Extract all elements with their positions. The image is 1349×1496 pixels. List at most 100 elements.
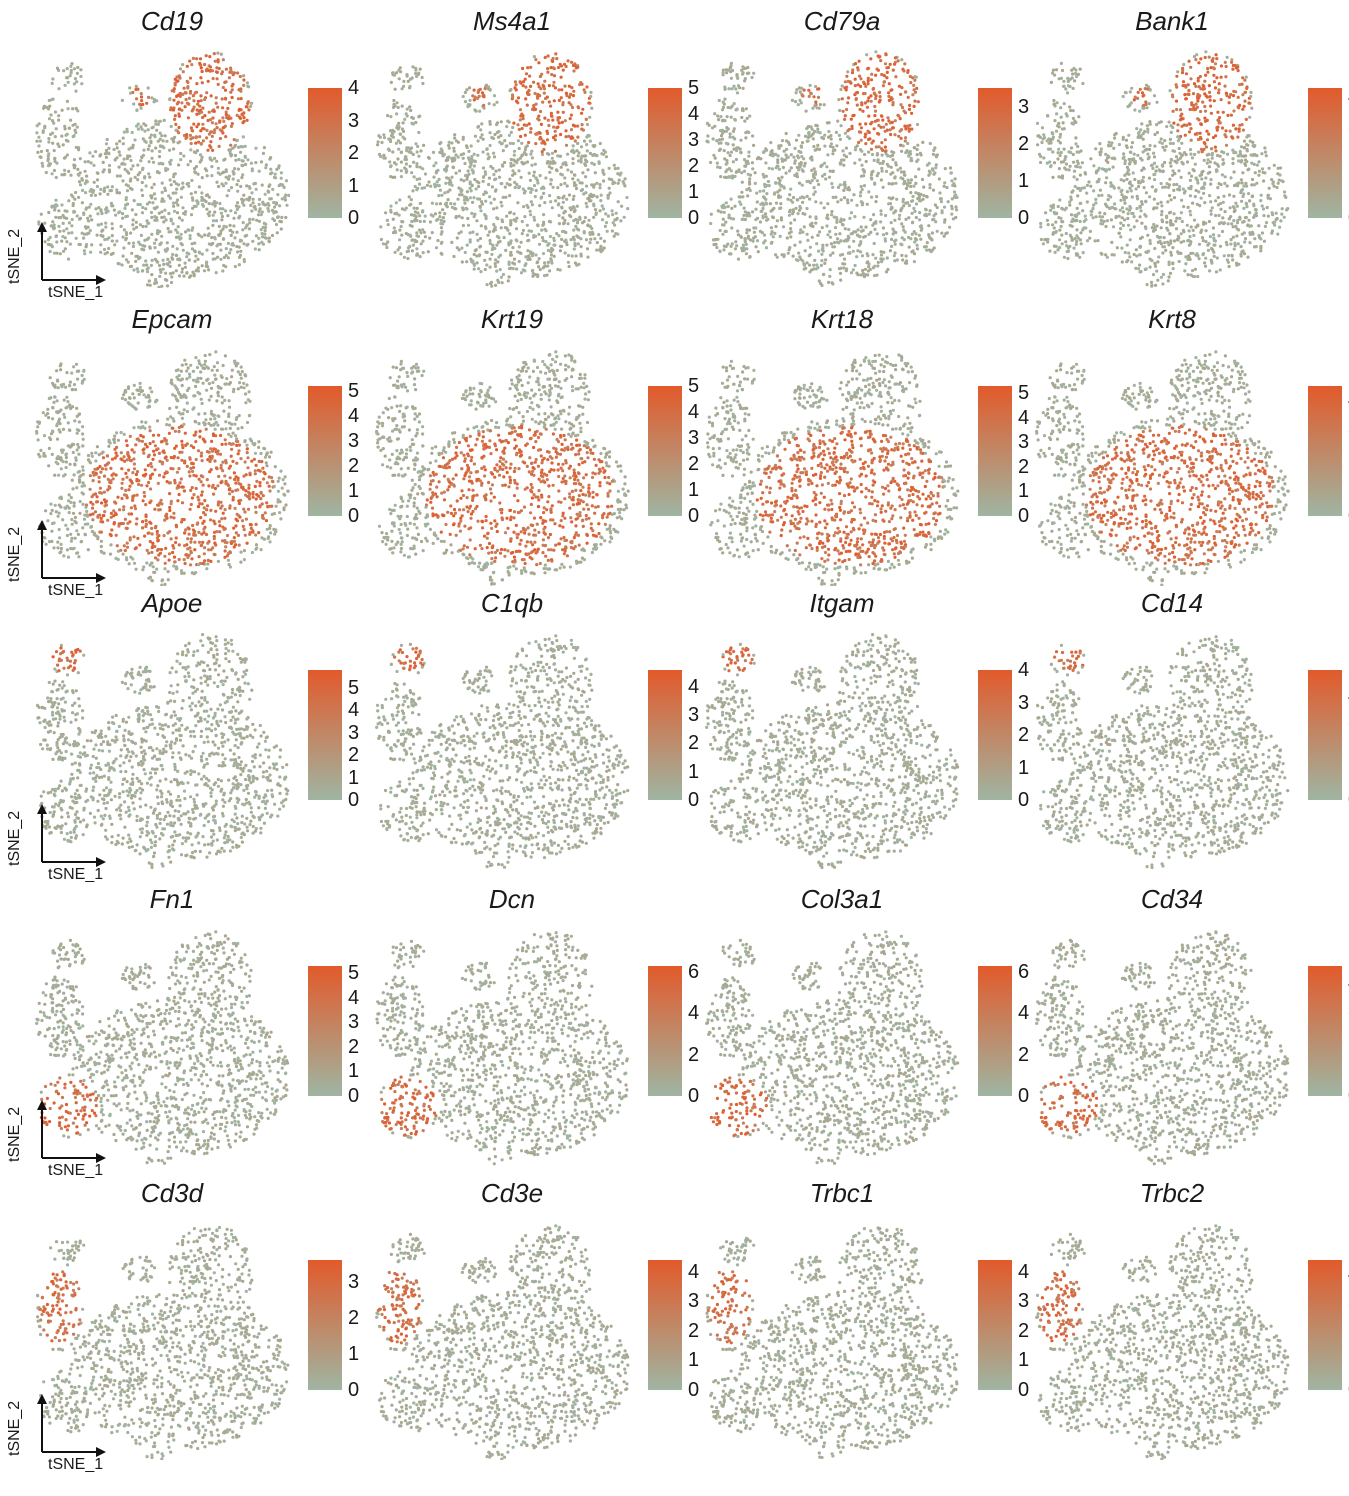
cell-point xyxy=(274,176,278,180)
cell-point xyxy=(389,204,393,208)
cell-point xyxy=(863,101,867,105)
cell-point xyxy=(1148,238,1152,243)
cell-point xyxy=(1048,160,1052,164)
cell-point xyxy=(272,211,276,215)
cell-point xyxy=(1250,161,1254,165)
cell-point xyxy=(1099,251,1103,255)
cell-point xyxy=(1218,268,1222,272)
cell-point xyxy=(566,59,570,63)
cell-point xyxy=(191,136,195,140)
cell-point xyxy=(601,207,606,211)
cell-point xyxy=(452,254,456,259)
cell-point xyxy=(118,153,122,157)
cell-point xyxy=(816,127,820,131)
cell-point xyxy=(200,235,204,239)
cell-point xyxy=(136,127,140,131)
cell-point xyxy=(876,264,880,268)
cell-point xyxy=(900,58,904,62)
cell-point xyxy=(1060,233,1064,237)
cell-point xyxy=(257,248,261,252)
cell-point xyxy=(850,198,854,202)
cell-point xyxy=(882,80,886,84)
cell-point xyxy=(930,231,934,235)
cell-point xyxy=(90,243,94,247)
cell-point xyxy=(564,240,568,244)
cell-point xyxy=(52,251,57,255)
cell-point xyxy=(883,237,887,241)
cell-point xyxy=(518,108,523,112)
cell-point xyxy=(487,176,492,180)
cell-point xyxy=(179,232,183,236)
cell-point xyxy=(715,139,719,143)
cell-point xyxy=(1064,162,1068,166)
cell-point xyxy=(436,168,440,172)
cell-point xyxy=(251,197,255,201)
cell-point xyxy=(1209,178,1213,182)
cell-point xyxy=(604,221,609,225)
cell-point xyxy=(1199,196,1203,200)
cell-point xyxy=(147,236,151,240)
cell-point xyxy=(799,144,803,148)
cell-point xyxy=(557,116,562,120)
cell-point xyxy=(499,134,503,138)
cell-point xyxy=(563,218,567,222)
cell-point xyxy=(176,231,180,235)
cell-point xyxy=(720,108,725,112)
cell-point xyxy=(158,149,162,154)
cell-point xyxy=(489,201,493,205)
cell-point xyxy=(782,254,786,259)
cell-point xyxy=(543,201,547,205)
cell-point xyxy=(1154,283,1158,287)
cell-point xyxy=(1277,178,1281,182)
cell-point xyxy=(169,158,173,162)
cell-point xyxy=(595,248,599,252)
cell-point xyxy=(517,245,521,249)
cell-point xyxy=(916,143,920,147)
cell-point xyxy=(224,175,228,179)
cell-point xyxy=(752,230,756,234)
cell-point xyxy=(147,279,151,283)
cell-point xyxy=(547,123,551,128)
cell-point xyxy=(556,186,560,190)
cell-point xyxy=(411,243,415,247)
cell-point xyxy=(493,132,497,137)
cell-point xyxy=(422,143,426,147)
cell-point xyxy=(576,141,580,146)
cell-point xyxy=(909,81,913,85)
cell-point xyxy=(538,94,542,98)
cell-point xyxy=(185,135,189,139)
cell-point xyxy=(865,202,869,206)
cell-point xyxy=(890,237,894,241)
cell-point xyxy=(560,88,564,92)
cell-point xyxy=(894,238,898,242)
cell-point xyxy=(948,225,952,229)
cell-point xyxy=(186,181,191,185)
cell-point xyxy=(1197,257,1201,261)
cell-point xyxy=(488,241,492,246)
cell-point xyxy=(559,96,563,100)
cell-point xyxy=(199,99,203,103)
cell-point xyxy=(1156,278,1160,282)
cell-point xyxy=(78,216,83,220)
cell-point xyxy=(789,221,793,225)
cell-point xyxy=(836,185,841,189)
cell-point xyxy=(221,106,225,110)
cell-point xyxy=(47,140,51,144)
cell-point xyxy=(814,84,818,89)
cell-point xyxy=(1115,246,1119,250)
cell-point xyxy=(764,148,769,152)
cell-point xyxy=(136,163,140,167)
cell-point xyxy=(1210,156,1214,160)
cell-point xyxy=(417,130,421,135)
cell-point xyxy=(568,117,572,121)
cell-point xyxy=(1188,178,1192,182)
cell-point xyxy=(141,166,145,170)
cell-point xyxy=(99,209,103,213)
cell-point xyxy=(74,190,78,195)
cell-point xyxy=(915,122,920,127)
cell-point xyxy=(1123,250,1127,255)
cell-point xyxy=(585,149,589,153)
cell-point xyxy=(117,191,122,195)
cell-point xyxy=(817,279,821,283)
cell-point xyxy=(104,148,108,153)
